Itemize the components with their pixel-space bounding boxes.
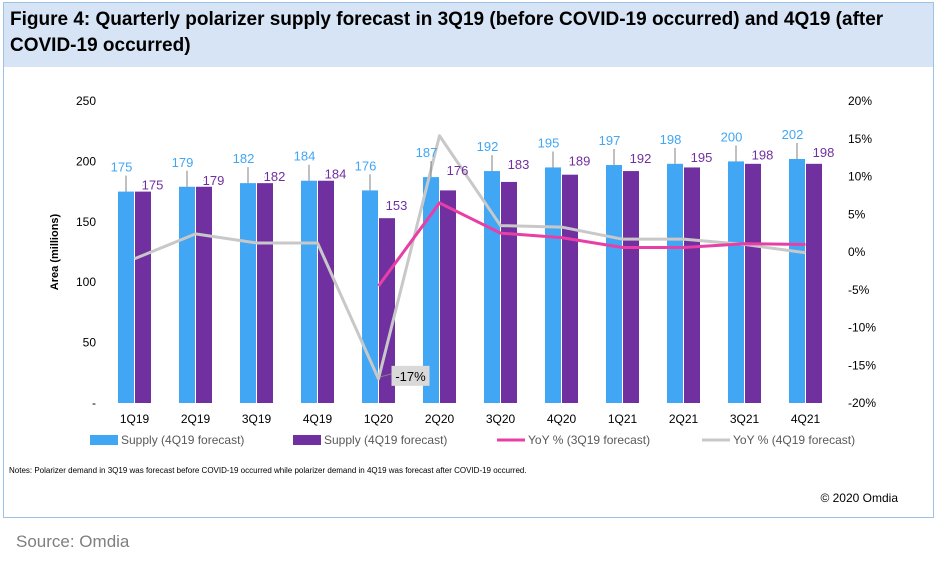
figure-frame: Figure 4: Quarterly polarizer supply for…: [3, 2, 934, 518]
data-label-supply-b: 189: [569, 153, 591, 168]
x-tick-label: 2Q20: [425, 412, 455, 426]
y2-tick-label: -5%: [848, 283, 870, 297]
bars: [118, 158, 822, 403]
legend-label: YoY % (3Q19 forecast): [528, 433, 650, 447]
legend-label: Supply (4Q19 forecast): [324, 433, 447, 447]
bar-supply-a: [118, 191, 134, 403]
x-tick-label: 2Q19: [181, 412, 211, 426]
bar-supply-b: [135, 191, 151, 403]
data-label-supply-b: 198: [813, 145, 835, 160]
lines: [133, 134, 806, 381]
x-tick-label: 1Q21: [608, 412, 638, 426]
x-tick-label: 1Q20: [364, 412, 394, 426]
bar-supply-b: [623, 171, 639, 403]
data-label-supply-b: 195: [691, 150, 713, 165]
data-label-supply-a: 192: [477, 139, 499, 154]
data-label-supply-a: 184: [294, 149, 316, 164]
bar-supply-a: [789, 158, 805, 403]
y-tick-label: 50: [83, 336, 97, 350]
y2-tick-label: 20%: [848, 94, 872, 108]
data-label-supply-a: 195: [538, 135, 560, 150]
data-label-supply-b: 179: [203, 173, 225, 188]
bar-supply-a: [423, 177, 439, 403]
bar-supply-b: [257, 183, 273, 403]
bar-supply-b: [806, 163, 822, 403]
legend-swatch: [293, 435, 321, 445]
y2-tick-label: 10%: [848, 170, 872, 184]
data-label-supply-b: 175: [142, 178, 164, 193]
legend: Supply (4Q19 forecast) Supply (4Q19 forec…: [90, 433, 855, 447]
data-labels: 175 175 179 179 182 182 184 184 176 153 187 176 192 1…: [111, 127, 835, 386]
y-axis-title: Area (millions): [49, 213, 61, 290]
data-label-supply-a: 179: [172, 155, 194, 170]
bar-supply-a: [545, 167, 561, 403]
bar-supply-a: [667, 163, 683, 403]
line-yoy-3q19: [377, 201, 806, 287]
bar-supply-b: [562, 174, 578, 403]
x-tick-label: 1Q19: [120, 412, 150, 426]
axes: - 50 100 150 200 250 -20% -15% -10% -5% 0% 5% 10% 15%…: [49, 94, 876, 426]
x-tick-label: 3Q19: [242, 412, 272, 426]
x-tick-label: 3Q20: [486, 412, 516, 426]
data-label-supply-b: 153: [386, 198, 408, 213]
data-label-supply-b: 184: [325, 167, 347, 182]
bar-supply-a: [301, 180, 317, 403]
bar-supply-b: [745, 163, 761, 403]
bar-supply-b: [196, 186, 212, 403]
x-tick-label: 2Q21: [669, 412, 699, 426]
bar-supply-b: [440, 190, 456, 403]
data-label-supply-b: 182: [264, 169, 286, 184]
y-tick-label: -: [92, 396, 96, 410]
data-label-supply-a: 182: [233, 151, 255, 166]
data-label-supply-a: 200: [721, 129, 743, 144]
y-tick-label: 250: [76, 94, 96, 108]
data-label-supply-b: 198: [752, 147, 774, 162]
bar-supply-b: [684, 167, 700, 403]
data-label-supply-a: 202: [782, 127, 804, 142]
y2-tick-label: -20%: [848, 396, 876, 410]
data-label-supply-b: 192: [630, 151, 652, 166]
legend-label: Supply (4Q19 forecast): [121, 433, 244, 447]
bar-supply-a: [484, 171, 500, 403]
line-yoy-4q19: [133, 134, 806, 381]
y2-tick-label: 5%: [848, 207, 866, 221]
x-tick-label: 3Q21: [730, 412, 760, 426]
y2-tick-label: -10%: [848, 321, 876, 335]
data-label-supply-a: 187: [416, 145, 438, 160]
x-tick-label: 4Q20: [547, 412, 577, 426]
data-label-supply-b: 183: [508, 157, 530, 172]
bar-supply-b: [501, 181, 517, 403]
y-tick-label: 100: [76, 275, 96, 289]
y-tick-label: 200: [76, 154, 96, 168]
copyright-text: © 2020 Omdia: [820, 491, 898, 505]
annotation-leader: [380, 373, 392, 378]
bar-supply-a: [728, 161, 744, 403]
bar-supply-a: [606, 165, 622, 403]
data-label-supply-a: 197: [599, 133, 621, 148]
x-tick-label: 4Q21: [791, 412, 821, 426]
x-tick-label: 4Q19: [303, 412, 333, 426]
y2-tick-label: 15%: [848, 132, 872, 146]
y-tick-label: 150: [76, 215, 96, 229]
legend-swatch: [90, 435, 118, 445]
annotation-box: [391, 365, 430, 386]
data-label-supply-b: 176: [447, 163, 469, 178]
data-label-supply-a: 175: [111, 160, 133, 175]
legend-label: YoY % (4Q19 forecast): [733, 433, 855, 447]
annotation-label: -17%: [395, 369, 426, 384]
data-label-supply-a: 176: [355, 158, 377, 173]
figure-title: Figure 4: Quarterly polarizer supply for…: [10, 9, 884, 56]
source-text: Source: Omdia: [16, 532, 130, 551]
y2-tick-label: 0%: [848, 245, 866, 259]
title-bar: Figure 4: Quarterly polarizer supply for…: [4, 3, 933, 67]
bar-supply-a: [240, 183, 256, 403]
y2-tick-label: -15%: [848, 358, 876, 372]
bar-supply-a: [179, 186, 195, 403]
data-label-supply-a: 198: [660, 132, 682, 147]
notes-text: Notes: Polarizer demand in 3Q19 was fore…: [9, 466, 527, 475]
bar-supply-b: [318, 180, 334, 403]
